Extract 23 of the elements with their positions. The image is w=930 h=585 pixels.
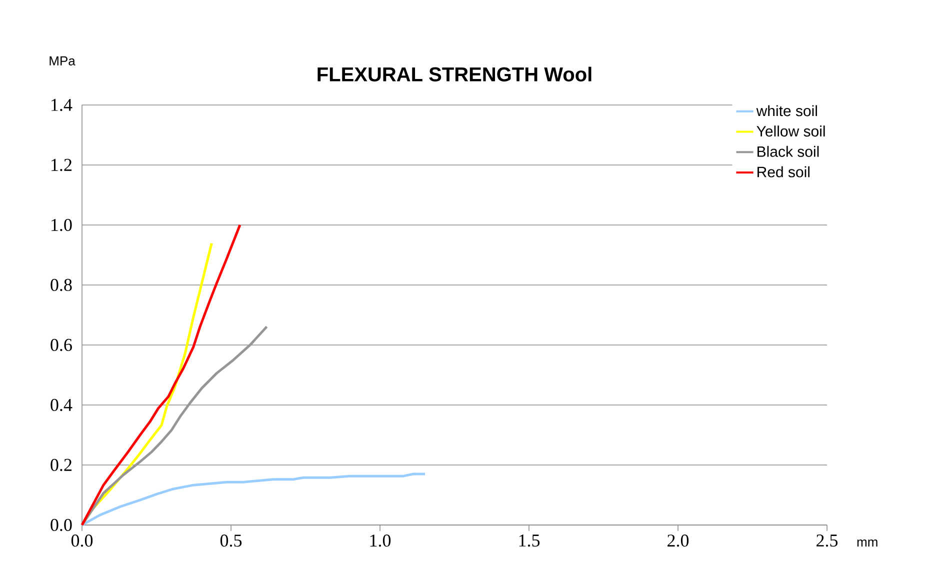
y-tick-label: 0.4 — [50, 398, 72, 412]
legend-label: white soil — [756, 105, 817, 116]
x-tick-label: 2.0 — [668, 534, 689, 547]
y-tick-label: 1.0 — [52, 218, 72, 232]
y-tick-label: 0.0 — [50, 518, 72, 532]
y-axis-title: MPa — [50, 56, 76, 66]
line-series — [80, 224, 242, 526]
legend-label: Yellow soil — [756, 126, 825, 137]
x-tick-label: 2.5 — [816, 534, 838, 547]
x-tick-label: 1.5 — [519, 534, 540, 547]
x-tick-label: 0.5 — [220, 534, 242, 547]
y-tick-label: 0.8 — [50, 278, 72, 292]
chart-title: FLEXURAL STRENGTH Wool — [318, 66, 592, 82]
x-tick-label: 1.0 — [370, 534, 391, 547]
x-tick-label: 0.0 — [71, 534, 93, 547]
y-tick-label: 1.4 — [52, 98, 72, 112]
y-tick-label: 0.6 — [50, 338, 72, 352]
y-tick-label: 1.2 — [52, 158, 72, 172]
legend-label: Black soil — [758, 146, 819, 157]
x-axis-title: mm — [857, 539, 878, 546]
line-series — [80, 472, 426, 526]
legend-label: Red soil — [758, 166, 810, 178]
y-tick-label: 0.2 — [50, 458, 72, 472]
